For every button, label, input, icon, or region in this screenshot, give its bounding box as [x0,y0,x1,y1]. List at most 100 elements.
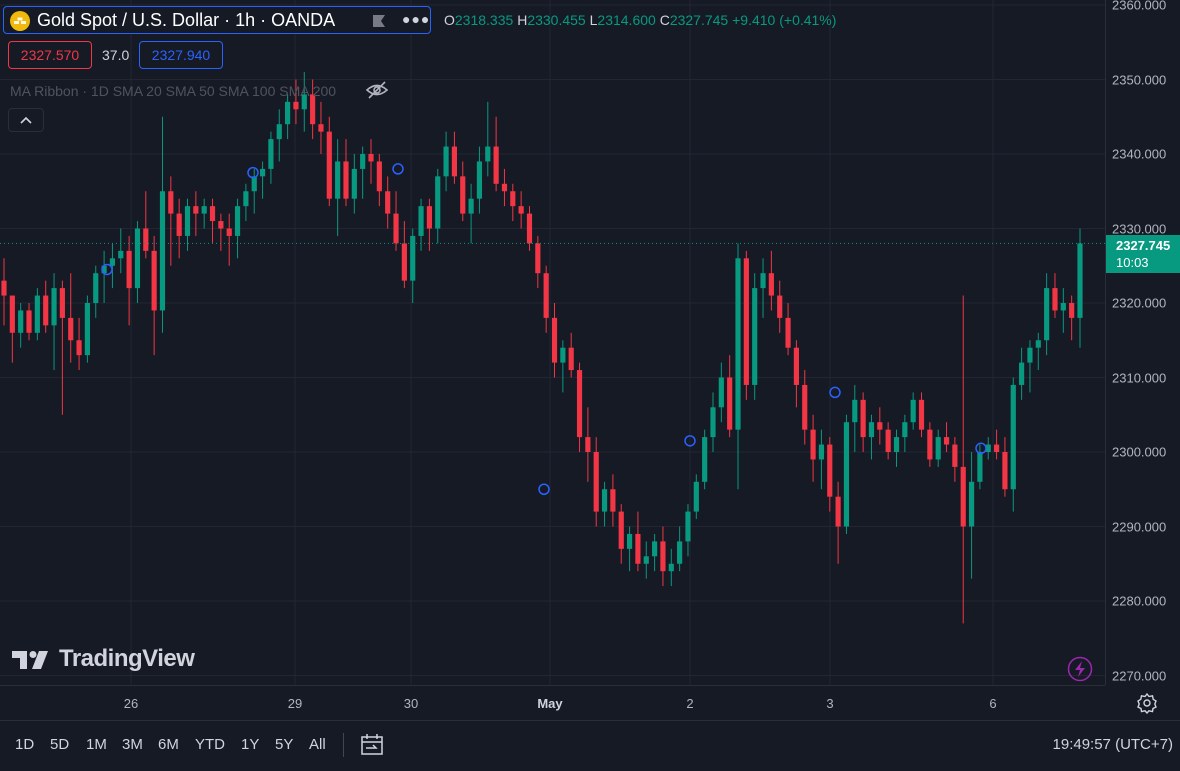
candle [385,176,391,229]
candle-body [593,452,599,512]
range-1d-button[interactable]: 1D [15,736,35,753]
candle [877,407,883,445]
candle [960,295,966,624]
candle [601,481,608,527]
candle-body [1019,362,1025,385]
candle-body [543,273,549,318]
candle-body [802,384,808,430]
symbol-legend[interactable]: Gold Spot / U.S. Dollar · 1h · OANDA ●●● [3,6,431,34]
time-tick-label: 30 [403,696,419,711]
candle [360,146,366,199]
candle-body [368,154,374,162]
candle [351,154,357,214]
candle [285,94,291,140]
candle-body [985,444,991,452]
candle [476,146,483,214]
range-1m-button[interactable]: 1M [86,736,107,753]
candle [702,429,708,490]
candle [1077,228,1083,348]
buy-button[interactable]: 2327.940 [139,41,223,69]
candle-body [568,347,574,371]
open-value: 2318.335 [454,12,514,28]
candle [26,303,32,341]
range-all-button[interactable]: All [309,736,326,753]
high-label: H [517,12,528,28]
candle-body [793,347,799,385]
low-value: 2314.600 [597,12,656,28]
candle [451,131,458,184]
flag-icon[interactable] [371,14,387,28]
price-tick-label: 2320.000 [1112,295,1167,311]
candle-body [635,533,641,564]
candle-body [893,437,900,452]
time-axis[interactable]: 26 29 30 May 2 3 6 [0,685,1105,721]
symbol-title[interactable]: Gold Spot / U.S. Dollar · 1h · OANDA [37,10,336,30]
session-marker [392,163,404,175]
time-tick-label: 6 [989,696,997,711]
candle [326,116,332,207]
candle-body [410,235,416,281]
price-axis[interactable]: 2360.000 2350.000 2340.000 2330.000 2320.000… [1105,0,1180,685]
candle-body [460,176,466,214]
range-5y-button[interactable]: 5Y [275,736,294,753]
candle [1052,273,1058,318]
candle [1035,332,1041,371]
eye-slash-icon[interactable] [365,80,389,100]
candle [927,422,933,467]
candle [643,541,649,579]
candle-body [1044,288,1050,341]
indicator-label[interactable]: MA Ribbon · 1D SMA 20 SMA 50 SMA 100 SMA… [10,83,337,99]
ellipsis-icon[interactable]: ●●● [402,11,431,27]
lightning-bolt-icon[interactable] [1067,656,1093,682]
range-1y-button[interactable]: 1Y [241,736,260,753]
tradingview-logo[interactable]: TradingView [12,645,212,673]
candle-body [860,399,866,438]
range-3m-button[interactable]: 3M [122,736,143,753]
range-6m-button[interactable]: 6M [158,736,179,753]
candle [785,303,791,356]
candle-body [785,317,791,348]
candle [460,161,466,222]
collapse-legend-button[interactable] [8,108,44,132]
candle-body [243,191,249,207]
range-ytd-button[interactable]: YTD [195,736,225,753]
price-tick-label: 2330.000 [1112,221,1167,236]
time-tick-label: 29 [287,696,303,711]
candle-body [760,273,766,289]
close-value: 2327.745 [669,12,729,28]
date-range-icon[interactable] [360,733,386,757]
candle [551,303,558,378]
candle [184,198,191,251]
candle-body [693,481,699,512]
candle [868,414,875,460]
candle [768,250,774,311]
candle [93,265,99,318]
candle-body [526,213,533,244]
candle-body [743,258,749,385]
range-5d-button[interactable]: 5D [50,736,70,753]
candle [660,526,666,587]
candle-body [968,481,975,527]
candle-body [310,94,316,125]
gear-icon[interactable] [1136,692,1158,714]
candle-body [184,206,191,236]
candle-body [226,228,232,236]
clock-timezone[interactable]: 19:49:57 (UTC+7) [1052,736,1173,753]
candle-body [76,340,82,356]
candle-body [51,288,57,326]
candle [1069,295,1075,341]
candle [84,295,90,363]
candle-body [418,206,424,236]
candlestick-chart[interactable] [0,0,1105,685]
candle-body [59,288,65,318]
sell-button[interactable]: 2327.570 [8,41,92,69]
chart-area[interactable] [0,0,1105,685]
candle-body [201,206,207,214]
candle-body [877,422,883,430]
candle-body [1060,303,1066,311]
last-price-label: 2327.745 10:03 [1106,235,1180,273]
candle [43,280,49,333]
candle [977,444,983,490]
candle-body [952,444,958,467]
candle-body [443,146,449,177]
